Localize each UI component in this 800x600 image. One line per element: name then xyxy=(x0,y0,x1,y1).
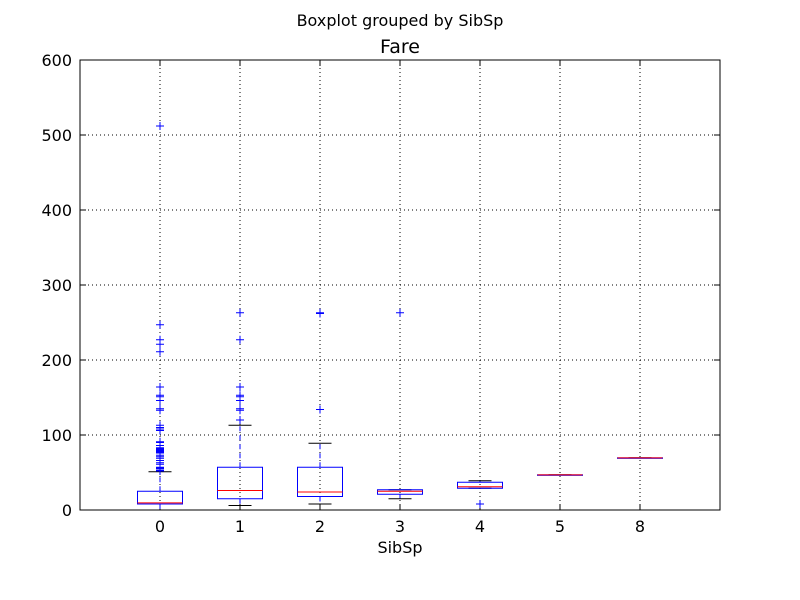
flier-point xyxy=(156,391,164,400)
x-tick-label: 2 xyxy=(315,517,325,536)
box-group-3 xyxy=(377,308,423,500)
flier-point xyxy=(156,404,164,413)
box-iqr xyxy=(377,489,423,495)
flier-point xyxy=(236,308,244,317)
flier-point xyxy=(236,404,244,413)
flier-point xyxy=(156,122,164,130)
flier-point xyxy=(156,320,164,329)
flier-point xyxy=(156,335,164,344)
x-axis-label: SibSp xyxy=(377,538,422,557)
x-tick-label: 4 xyxy=(475,517,485,536)
flier-point xyxy=(156,421,164,430)
flier-point xyxy=(236,416,244,424)
y-tick-label: 500 xyxy=(41,126,72,145)
plot-frame xyxy=(79,59,721,511)
flier-point xyxy=(156,347,164,356)
y-tick-label: 300 xyxy=(41,276,72,295)
box-iqr xyxy=(217,466,263,500)
box-group-8 xyxy=(617,457,663,459)
box-group-1 xyxy=(217,308,263,506)
box-group-2 xyxy=(297,308,343,505)
y-axis-ticks: 0 100 200 300 400 500 600 xyxy=(41,51,720,520)
flier-point xyxy=(476,500,484,508)
grid-layer xyxy=(80,60,720,510)
x-tick-label: 5 xyxy=(555,517,565,536)
flier-point xyxy=(316,405,324,414)
x-tick-label: 1 xyxy=(235,517,245,536)
x-axis-ticks: 0 1 2 3 4 5 8 xyxy=(155,60,645,536)
chart-title: Fare xyxy=(380,36,420,58)
flier-point xyxy=(236,335,244,344)
box-iqr xyxy=(457,481,503,489)
x-tick-label: 3 xyxy=(395,517,405,536)
y-tick-label: 400 xyxy=(41,201,72,220)
y-tick-label: 200 xyxy=(41,351,72,370)
chart-suptitle: Boxplot grouped by SibSp xyxy=(297,11,504,30)
flier-point xyxy=(156,437,164,446)
flier-point xyxy=(236,391,244,400)
box-group-4 xyxy=(457,480,503,508)
flier-point xyxy=(396,308,404,317)
y-tick-label: 100 xyxy=(41,426,72,445)
y-tick-label: 0 xyxy=(62,501,72,520)
box-group-5 xyxy=(537,474,583,476)
x-tick-label: 8 xyxy=(635,517,645,536)
boxes-layer xyxy=(137,122,663,511)
box-group-0 xyxy=(137,122,183,511)
box-iqr xyxy=(297,466,343,497)
flier-point xyxy=(156,383,164,391)
y-tick-label: 600 xyxy=(41,51,72,70)
flier-point xyxy=(316,308,324,317)
flier-point xyxy=(236,383,244,391)
box-iqr xyxy=(137,490,183,505)
x-tick-label: 0 xyxy=(155,517,165,536)
